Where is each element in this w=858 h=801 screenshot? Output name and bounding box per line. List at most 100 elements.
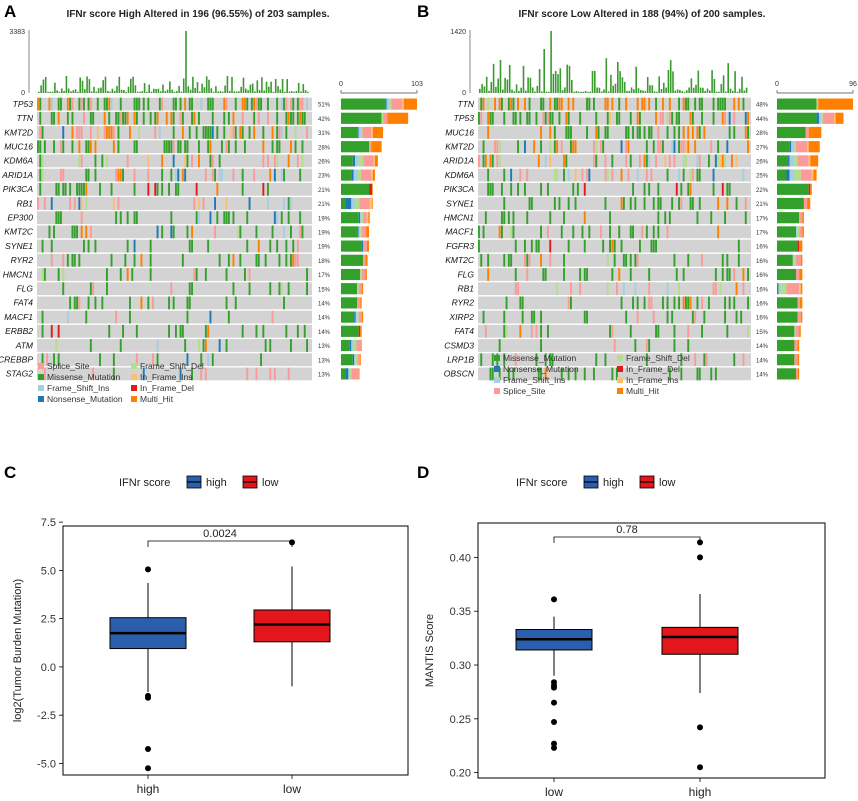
tmb-bar [623, 81, 626, 93]
side-axis-max: 103 [411, 81, 423, 88]
mutation-cell [202, 197, 205, 210]
mutation-cell [198, 339, 200, 352]
mutation-cell [744, 211, 747, 225]
mutation-cell [232, 253, 235, 267]
mutation-cell [636, 97, 639, 111]
tmb-bar [640, 90, 642, 93]
tmb-bar [40, 85, 42, 93]
tmb-bar [44, 77, 47, 93]
mutation-cell [673, 253, 676, 267]
mutation-cell [489, 367, 492, 381]
tmb-bar [63, 90, 65, 93]
legend-label: In_Frame_Del [626, 364, 680, 374]
mutation-cell [666, 225, 669, 239]
gene-row [478, 268, 751, 281]
mutation-cell [519, 168, 522, 182]
mutation-cell [680, 197, 683, 210]
mutation-cell [117, 168, 120, 182]
mutation-cell [241, 182, 244, 196]
mutation-cell [108, 324, 111, 338]
tmb-bar [522, 65, 525, 93]
mutation-cell [691, 168, 694, 182]
mutation-cell [576, 182, 579, 196]
gene-percent: 13% [318, 358, 331, 364]
side-bar-segment [371, 169, 373, 181]
side-bar-segment [372, 169, 375, 181]
tmb-bar [90, 91, 93, 93]
mutation-cell [533, 140, 536, 154]
mutation-cell [712, 111, 715, 125]
tmb-bar [552, 73, 555, 93]
mutation-cell [172, 154, 175, 168]
mutation-cell [186, 353, 189, 367]
mutation-cell [135, 211, 138, 225]
mutation-cell [510, 225, 513, 239]
mutation-cell [179, 97, 182, 111]
mutation-cell [629, 154, 632, 168]
mutation-cell [726, 140, 729, 154]
mutation-cell [717, 225, 720, 239]
side-bar-segment [363, 155, 374, 167]
side-bar-segment [794, 155, 798, 167]
side-bar-segment [777, 98, 817, 110]
tmb-bar [649, 85, 651, 93]
mutation-cell [694, 97, 697, 111]
mutation-cell [129, 296, 131, 310]
tmb-bar [656, 91, 658, 93]
mutation-cell [239, 126, 242, 139]
mutation-cell [278, 253, 281, 267]
mutation-cell [560, 225, 563, 239]
mutation-cell [659, 111, 662, 125]
mutation-cell [39, 111, 42, 125]
mutation-cell [60, 140, 62, 154]
mutation-cell [223, 211, 226, 225]
y-tick-label: -2.5 [37, 710, 56, 722]
mutation-cell [267, 97, 269, 111]
mutation-cell [662, 111, 664, 125]
tmb-bar [307, 91, 309, 93]
mutation-cell [170, 168, 173, 182]
tmb-bar [660, 89, 663, 93]
mutation-cell [296, 239, 299, 253]
mutation-cell [537, 367, 540, 381]
mutation-cell [643, 97, 646, 111]
mutation-cell [225, 296, 228, 310]
mutation-cell [241, 126, 244, 139]
mutation-cell [290, 253, 292, 267]
mutation-cell [540, 324, 542, 338]
mutation-cell [565, 154, 568, 168]
mutation-cell [655, 239, 657, 253]
tmb-bar [215, 86, 217, 93]
mutation-cell [41, 239, 44, 253]
side-bar-segment [808, 183, 811, 195]
mutation-cell [122, 168, 124, 182]
mutation-cell [138, 126, 141, 139]
mutation-cell [691, 111, 694, 125]
legend-label: Frame_Shift_Del [140, 361, 204, 371]
tmb-bar [681, 91, 683, 93]
side-bar-segment [361, 283, 364, 295]
tmb-bar [607, 91, 610, 93]
tmb-bar [187, 86, 190, 93]
tmb-bar [589, 91, 591, 93]
gene-percent: 14% [756, 344, 769, 350]
side-bar-segment [381, 112, 384, 124]
tmb-bar [70, 91, 72, 93]
side-bar-segment [352, 155, 356, 167]
mutation-cell [567, 168, 570, 182]
tmb-bar [67, 88, 70, 93]
mutation-cell [657, 197, 660, 210]
mutation-cell [678, 197, 680, 210]
mutation-cell [269, 239, 272, 253]
side-bar-segment [341, 155, 353, 167]
tmb-bar [561, 90, 564, 93]
mutation-cell [112, 367, 115, 381]
mutation-cell [540, 310, 542, 324]
side-bar-segment [821, 112, 823, 124]
mutation-cell [696, 211, 699, 225]
tmb-bar [245, 88, 247, 93]
mutation-cell [519, 296, 522, 310]
gene-percent: 42% [318, 117, 331, 123]
mutation-cell [161, 182, 164, 196]
side-bar-segment [822, 112, 834, 124]
